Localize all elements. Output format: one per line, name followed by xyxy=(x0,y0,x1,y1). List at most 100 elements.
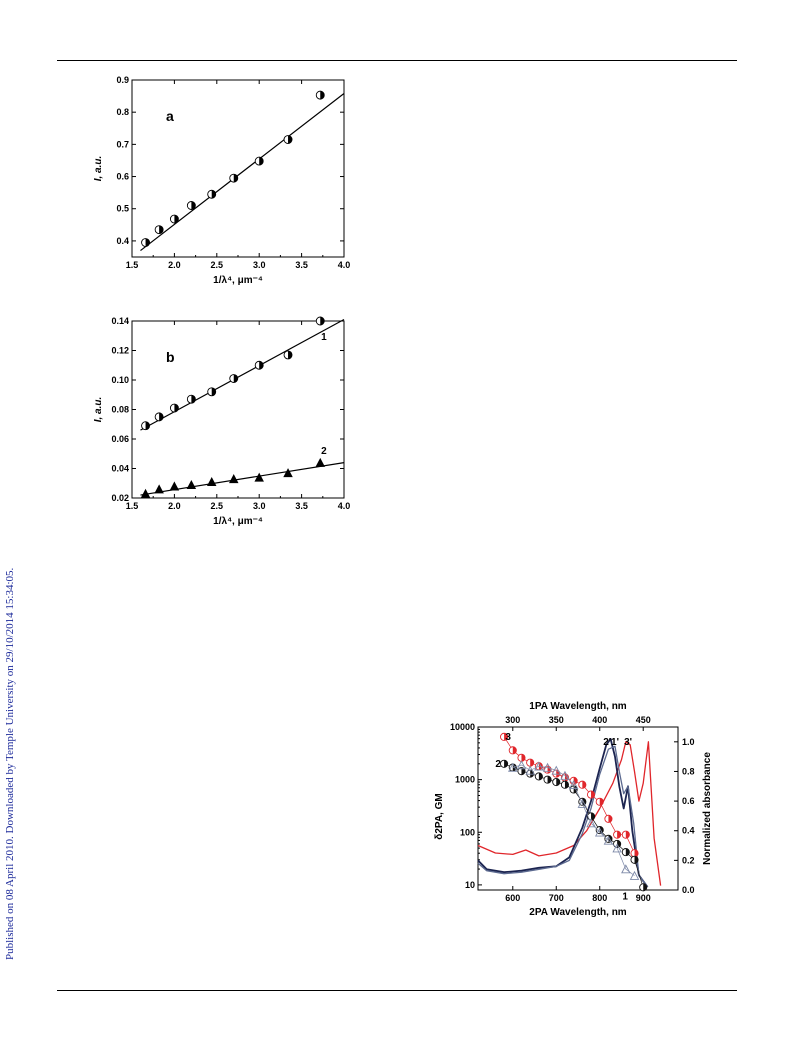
y2-tick-label: 0.2 xyxy=(682,855,695,865)
y-tick-label: 100 xyxy=(460,827,475,837)
chart-panel-a: 1.5 2.0 2.5 3.0 3.5 4.0 0.4 0.5 0.6 0.7 0.8 0.9 1/λ⁴… xyxy=(93,75,351,286)
top-x-tick-label: 300 xyxy=(505,715,520,725)
y-tick-label: 0.08 xyxy=(111,405,129,415)
y2-tick-label: 0.4 xyxy=(682,826,695,836)
data-point xyxy=(154,412,164,422)
data-point xyxy=(621,830,630,839)
data-point-triangle xyxy=(154,484,164,494)
data-point xyxy=(578,780,587,789)
footer-rule xyxy=(57,990,737,991)
data-point xyxy=(169,214,179,224)
x-tick-label: 1.5 xyxy=(126,501,139,511)
data-point-triangle xyxy=(551,765,562,775)
data-point xyxy=(154,225,164,235)
data-point xyxy=(586,790,596,799)
data-point xyxy=(630,849,639,858)
y-tick-label: 0.06 xyxy=(111,434,129,444)
data-point-triangle xyxy=(577,798,588,808)
data-point-triangle xyxy=(629,870,640,880)
data-point xyxy=(604,814,613,823)
curve-label: 3 xyxy=(505,732,511,743)
x-tick-label: 4.0 xyxy=(338,501,351,511)
data-point xyxy=(315,316,325,326)
data-point-triangle xyxy=(229,474,239,484)
data-point xyxy=(229,173,239,183)
y-axis-label: δ2PA, GM xyxy=(434,793,445,839)
chart-panel-b: 1.5 2.0 2.5 3.0 3.5 4.0 0.02 0.04 0.06 0.08 0.10 0.… xyxy=(93,316,351,527)
y-tick-label: 0.10 xyxy=(111,375,129,385)
x-tick-label: 4.0 xyxy=(338,260,351,270)
data-point xyxy=(569,785,578,794)
data-point-triangle xyxy=(206,477,217,487)
data-point xyxy=(595,797,604,806)
data-point-triangle xyxy=(542,762,553,772)
data-point-triangle xyxy=(283,468,293,478)
data-point xyxy=(186,394,196,404)
panel-label: b xyxy=(166,349,175,365)
y2-tick-label: 0.8 xyxy=(682,766,695,776)
data-point xyxy=(315,90,325,100)
absorbance-curve xyxy=(477,745,649,888)
x-tick-label: 3.0 xyxy=(253,501,266,511)
y-tick-label: 0.4 xyxy=(116,236,129,246)
data-point-triangle xyxy=(254,472,264,482)
x-tick-label: 700 xyxy=(549,893,564,903)
data-point xyxy=(621,848,630,857)
data-point xyxy=(500,732,509,741)
data-point xyxy=(283,135,293,144)
x-axis-label: 2PA Wavelength, nm xyxy=(529,907,627,918)
data-point xyxy=(141,421,151,431)
data-point xyxy=(630,855,639,864)
data-point-triangle xyxy=(169,481,180,491)
curve-label: 2' xyxy=(603,737,611,748)
series-label: 1 xyxy=(321,332,327,343)
download-notice: Published on 08 April 2010. Downloaded b… xyxy=(4,567,16,960)
series-label: 2 xyxy=(321,446,327,457)
data-point xyxy=(186,201,196,210)
y-tick-label: 1000 xyxy=(455,775,475,785)
data-point xyxy=(613,830,622,839)
top-x-axis-label: 1PA Wavelength, nm xyxy=(529,701,627,712)
y-tick-label: 10000 xyxy=(450,722,475,732)
data-point-triangle xyxy=(612,843,622,853)
data-point xyxy=(508,746,517,755)
y-tick-label: 0.5 xyxy=(116,204,129,214)
x-tick-label: 3.5 xyxy=(295,501,308,511)
x-tick-label: 1.5 xyxy=(126,260,139,270)
x-tick-label: 600 xyxy=(505,893,520,903)
data-point-triangle xyxy=(315,457,326,467)
data-point xyxy=(169,403,179,413)
y-tick-label: 0.7 xyxy=(116,139,129,149)
y-tick-label: 0.02 xyxy=(111,493,129,503)
data-point xyxy=(543,775,552,784)
x-tick-label: 2.0 xyxy=(168,501,181,511)
data-point xyxy=(560,780,570,789)
data-point-triangle xyxy=(603,835,614,845)
fit-line xyxy=(140,318,345,431)
y2-tick-label: 0.6 xyxy=(682,796,695,806)
data-point-triangle xyxy=(621,864,631,874)
data-point xyxy=(508,763,517,772)
y-tick-label: 10 xyxy=(465,880,475,890)
panel-label: a xyxy=(166,108,174,124)
data-point xyxy=(500,759,509,768)
y2-tick-label: 0.0 xyxy=(682,885,695,895)
absorbance-curve xyxy=(477,741,662,886)
data-point-triangle xyxy=(534,761,544,771)
curve-label: 1' xyxy=(611,737,619,748)
x-tick-label: 3.0 xyxy=(253,260,266,270)
data-point-triangle xyxy=(186,479,197,489)
y-tick-label: 0.6 xyxy=(116,172,129,182)
data-point xyxy=(141,238,151,247)
plot-frame xyxy=(131,79,345,258)
y-axis-label: I, a.u. xyxy=(93,397,104,423)
curve-label: 2 xyxy=(495,759,501,770)
curve-label: 1 xyxy=(622,892,628,903)
top-x-tick-label: 400 xyxy=(592,715,607,725)
data-point xyxy=(586,812,596,821)
y-tick-label: 0.12 xyxy=(111,346,129,356)
plot-frame xyxy=(131,320,345,499)
x-tick-label: 800 xyxy=(592,893,607,903)
data-point xyxy=(229,374,239,383)
data-point xyxy=(207,387,217,397)
